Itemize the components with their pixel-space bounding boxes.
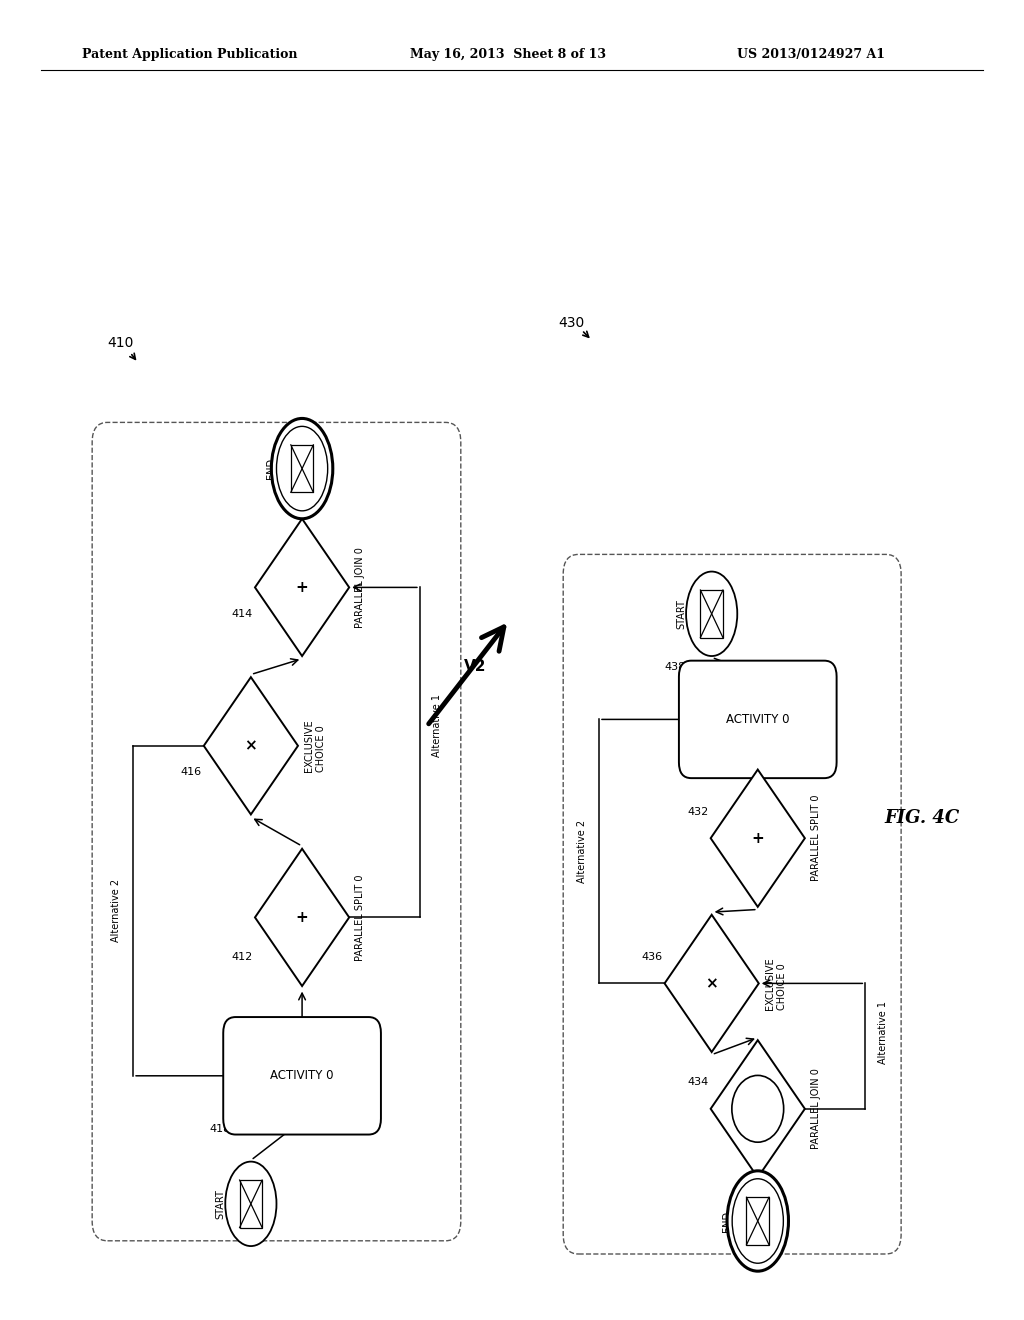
Text: US 2013/0124927 A1: US 2013/0124927 A1 [737, 48, 886, 61]
Polygon shape [204, 677, 298, 814]
Text: PARALLEL JOIN 0: PARALLEL JOIN 0 [355, 546, 366, 628]
Polygon shape [255, 849, 349, 986]
Text: START: START [215, 1189, 225, 1218]
Text: 414: 414 [231, 609, 253, 619]
Text: 416: 416 [180, 767, 202, 777]
Polygon shape [665, 915, 759, 1052]
Text: PARALLEL JOIN 0: PARALLEL JOIN 0 [811, 1068, 821, 1150]
Text: 432: 432 [687, 807, 709, 817]
Text: +: + [296, 909, 308, 925]
Text: 436: 436 [641, 952, 663, 962]
Ellipse shape [686, 572, 737, 656]
Text: EXCLUSIVE
CHOICE 0: EXCLUSIVE CHOICE 0 [765, 957, 786, 1010]
Text: 438: 438 [665, 661, 686, 672]
Ellipse shape [727, 1171, 788, 1271]
Ellipse shape [276, 426, 328, 511]
Text: PARALLEL SPLIT 0: PARALLEL SPLIT 0 [355, 874, 366, 961]
Text: EXCLUSIVE
CHOICE 0: EXCLUSIVE CHOICE 0 [304, 719, 326, 772]
Ellipse shape [732, 1179, 783, 1263]
Polygon shape [711, 1040, 805, 1177]
Bar [291, 445, 313, 492]
FancyBboxPatch shape [223, 1016, 381, 1135]
Text: ×: × [245, 738, 257, 754]
Polygon shape [711, 770, 805, 907]
Text: Alternative 1: Alternative 1 [878, 1002, 888, 1064]
Text: May 16, 2013  Sheet 8 of 13: May 16, 2013 Sheet 8 of 13 [410, 48, 605, 61]
Polygon shape [255, 519, 349, 656]
Text: 430: 430 [558, 317, 585, 330]
FancyArrowPatch shape [429, 627, 504, 723]
Text: Patent Application Publication: Patent Application Publication [82, 48, 297, 61]
Ellipse shape [271, 418, 333, 519]
Circle shape [732, 1076, 783, 1142]
Text: ×: × [706, 975, 718, 991]
Text: ACTIVITY 0: ACTIVITY 0 [270, 1069, 334, 1082]
Text: Alternative 2: Alternative 2 [577, 820, 587, 883]
Text: Alternative 2: Alternative 2 [111, 879, 121, 942]
Bar [700, 590, 723, 638]
Text: ACTIVITY 0: ACTIVITY 0 [726, 713, 790, 726]
Bar [240, 1180, 262, 1228]
Text: Alternative 1: Alternative 1 [432, 694, 442, 758]
Text: 434: 434 [687, 1077, 709, 1088]
Text: FIG. 4C: FIG. 4C [884, 809, 959, 828]
Text: 418: 418 [209, 1123, 230, 1134]
Text: PARALLEL SPLIT 0: PARALLEL SPLIT 0 [811, 795, 821, 882]
Text: +: + [752, 830, 764, 846]
FancyBboxPatch shape [679, 661, 837, 777]
Text: END: END [722, 1210, 732, 1232]
Text: END: END [266, 458, 276, 479]
Text: 410: 410 [108, 337, 134, 350]
Ellipse shape [225, 1162, 276, 1246]
Bar [746, 1197, 769, 1245]
Text: START: START [676, 599, 686, 628]
Text: 412: 412 [231, 952, 253, 962]
Text: +: + [296, 579, 308, 595]
Text: V2: V2 [464, 659, 486, 675]
